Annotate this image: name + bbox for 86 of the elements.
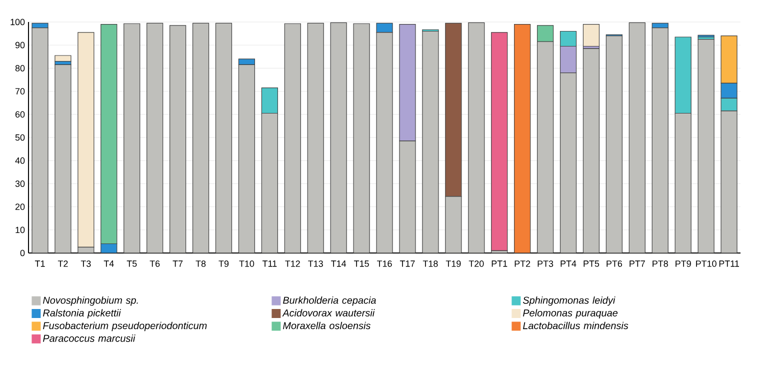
legend-label: Acidovorax wautersii xyxy=(282,309,375,316)
bar xyxy=(192,22,210,253)
x-tick-label: T8 xyxy=(196,260,206,267)
bar xyxy=(146,22,164,253)
x-tick-label: T14 xyxy=(331,260,346,267)
x-tick-label: PT9 xyxy=(676,260,691,267)
bar xyxy=(54,55,72,62)
bar xyxy=(582,24,600,47)
x-tick-label: T4 xyxy=(104,260,114,267)
y-tick-label: 60 xyxy=(15,111,25,118)
x-tick-label: PT11 xyxy=(719,260,739,267)
x-tick-label: T10 xyxy=(239,260,254,267)
x-tick-label: T2 xyxy=(58,260,68,267)
x-tick-label: PT10 xyxy=(696,260,716,267)
y-tick-label: 80 xyxy=(15,65,25,72)
bar xyxy=(170,25,186,253)
x-tick-label: PT2 xyxy=(514,260,530,267)
y-tick-label: 20 xyxy=(15,204,25,210)
bar xyxy=(399,140,416,253)
x-tick-label: T12 xyxy=(285,260,300,267)
bar xyxy=(674,36,692,114)
legend-label: Pelomonas puraquae xyxy=(522,309,618,318)
bar xyxy=(330,22,347,253)
legend-label: Burkholderia cepacia xyxy=(282,296,376,306)
x-tick-label: T3 xyxy=(80,260,91,267)
x-tick-label: T18 xyxy=(422,260,438,267)
x-tick-label: T1 xyxy=(34,260,45,267)
bar xyxy=(445,196,462,253)
x-tick-label: PT5 xyxy=(584,260,600,267)
legend-label: Moraxella osloensis xyxy=(282,322,370,330)
y-tick-label: 40 xyxy=(15,157,25,164)
bar xyxy=(422,30,439,253)
legend-label: Lactobacillus mindensis xyxy=(522,322,628,330)
y-tick-label: 100 xyxy=(10,18,25,26)
bar xyxy=(32,27,48,253)
legend-label: Fusobacterium pseudoperiodonticum xyxy=(43,322,207,332)
bar xyxy=(698,39,714,253)
x-tick-label: PT4 xyxy=(560,260,576,267)
bar xyxy=(78,32,94,248)
bar xyxy=(720,82,738,99)
x-tick-label: T11 xyxy=(262,260,277,267)
x-tick-label: PT7 xyxy=(630,260,645,267)
x-tick-label: PT6 xyxy=(606,260,622,267)
bar xyxy=(215,22,232,253)
x-tick-label: PT1 xyxy=(492,260,508,267)
y-tick-label: 70 xyxy=(15,88,25,94)
x-tick-label: T13 xyxy=(308,260,323,267)
bar xyxy=(261,88,278,114)
x-tick-label: T20 xyxy=(468,260,484,267)
legend-label: Ralstonia pickettii xyxy=(43,309,121,318)
bar xyxy=(376,32,393,253)
x-tick-label: T5 xyxy=(126,260,137,267)
bar xyxy=(582,48,600,253)
bar xyxy=(124,23,140,253)
x-tick-label: PT3 xyxy=(538,260,554,267)
bar xyxy=(54,64,72,253)
legend-label: Sphingomonas leidyi xyxy=(522,296,616,306)
bar xyxy=(674,112,692,253)
y-tick-label: 50 xyxy=(15,134,25,141)
bar xyxy=(261,112,278,253)
bar xyxy=(307,22,324,253)
x-tick-label: T15 xyxy=(354,260,369,267)
x-tick-label: PT8 xyxy=(652,260,668,267)
bar xyxy=(536,25,554,42)
bar xyxy=(628,22,646,253)
x-tick-label: T17 xyxy=(400,260,415,267)
bar xyxy=(353,23,370,253)
bar xyxy=(238,64,256,253)
x-tick-label: T7 xyxy=(172,260,183,267)
y-tick-label: 90 xyxy=(15,42,25,48)
y-tick-label: 30 xyxy=(15,180,25,187)
y-tick-label: 0 xyxy=(20,250,25,256)
x-tick-label: T6 xyxy=(150,260,160,267)
bar xyxy=(560,72,577,253)
legend-label: Paracoccus marcusii xyxy=(43,334,136,342)
x-tick-label: T16 xyxy=(376,260,392,267)
bar xyxy=(468,22,485,253)
y-tick-label: 10 xyxy=(16,226,25,234)
bar xyxy=(606,36,622,253)
bar xyxy=(720,110,738,253)
bar xyxy=(536,41,554,253)
legend-label: Novosphingobium sp. xyxy=(43,296,138,306)
x-tick-label: T19 xyxy=(446,260,461,267)
x-tick-label: T9 xyxy=(218,260,229,267)
bar xyxy=(284,23,301,253)
bar xyxy=(652,27,668,253)
